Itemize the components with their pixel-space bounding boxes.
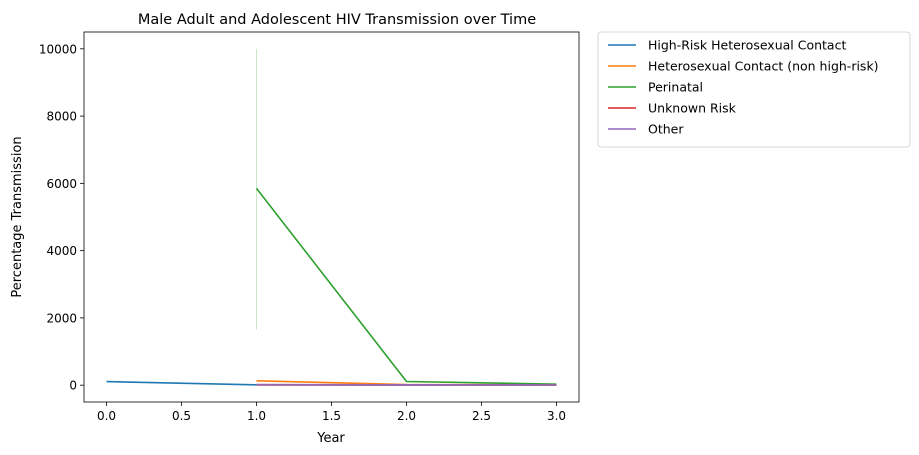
x-tick-label-2: 1.0	[247, 409, 266, 423]
legend-label-0: High-Risk Heterosexual Contact	[648, 38, 846, 53]
legend-label-1: Heterosexual Contact (non high-risk)	[648, 59, 879, 74]
plot-background	[84, 32, 579, 402]
y-tick-label-0: 0	[69, 379, 77, 393]
x-tick-label-3: 1.5	[322, 409, 341, 423]
series-line-2	[255, 187, 557, 385]
x-axis-label: Year	[316, 431, 345, 446]
y-axis: 0 2000 4000 6000 8000 10000	[39, 42, 84, 393]
legend-label-2: Perinatal	[648, 80, 703, 95]
x-tick-label-4: 2.0	[397, 409, 416, 423]
plot-area	[84, 32, 579, 402]
y-axis-label: Percentage Transmission	[10, 136, 25, 297]
y-tick-label-3: 6000	[46, 177, 77, 191]
y-tick-label-1: 2000	[46, 311, 77, 325]
legend-box	[597, 31, 911, 148]
y-tick-label-4: 8000	[46, 110, 77, 124]
chart-title: Male Adult and Adolescent HIV Transmissi…	[138, 12, 536, 28]
x-axis: 0.0 0.5 1.0 1.5 2.0 2.5 3.0	[97, 402, 566, 423]
legend-label-3: Unknown Risk	[648, 101, 737, 116]
y-tick-label-2: 4000	[46, 244, 77, 258]
legend: High-Risk Heterosexual Contact Heterosexu…	[597, 31, 911, 148]
x-tick-label-1: 0.5	[172, 409, 191, 423]
series-line-4	[256, 383, 557, 386]
x-tick-label-0: 0.0	[97, 409, 116, 423]
series-lines	[106, 187, 557, 386]
y-tick-label-5: 10000	[39, 42, 77, 56]
x-tick-label-5: 2.5	[472, 409, 491, 423]
x-tick-label-6: 3.0	[547, 409, 566, 423]
legend-label-4: Other	[648, 122, 684, 137]
